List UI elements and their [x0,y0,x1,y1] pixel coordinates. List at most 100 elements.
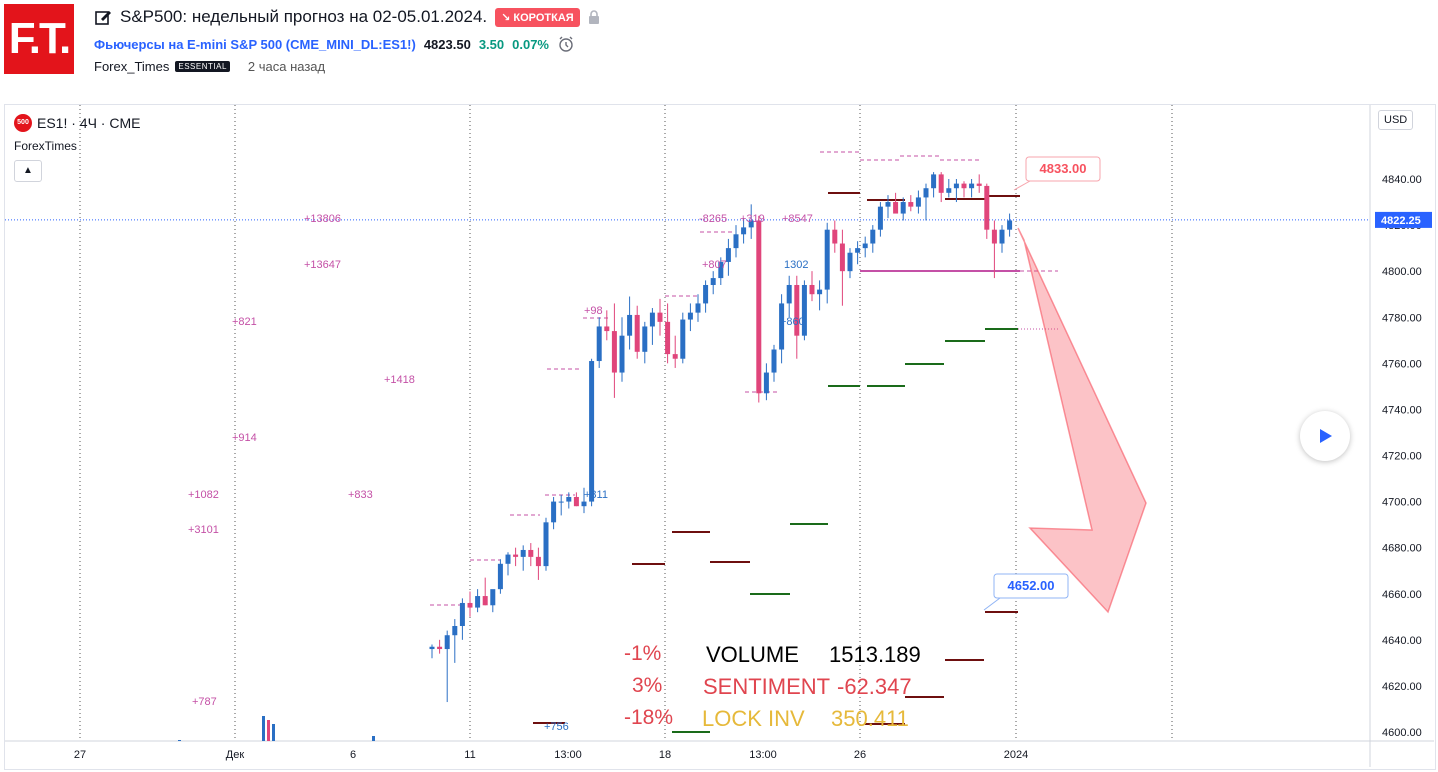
candle-up [885,202,891,207]
candle-up [725,248,731,262]
price-tick-label: 4700.00 [1382,497,1422,509]
price-tick-label: 4720.00 [1382,451,1422,463]
candle-up [931,174,937,189]
price-tick-label: 4620.00 [1382,681,1422,693]
current-price-label: 4822.25 [1381,215,1421,227]
candle-up [589,361,595,502]
candle-up [1007,220,1013,230]
candle-up [786,284,792,304]
candle-up [459,602,465,627]
author-name[interactable]: Forex_Times [94,59,170,74]
candle-up [748,220,754,228]
current-price-tag [1375,211,1432,228]
candle-up [680,319,686,359]
price-tick-label: 4640.00 [1382,635,1422,647]
candle-up [429,646,435,650]
candle-up [862,243,868,249]
candle-up [581,501,587,507]
symbol-price: 4823.50 [423,36,471,52]
play-button[interactable] [1300,411,1350,461]
candle-up [763,372,769,394]
candle-down [984,185,990,230]
candle-up [703,284,709,304]
candle-up [710,278,716,285]
callout-low-box [993,573,1069,599]
volume-label: +1418 [384,374,415,386]
candle-up [475,596,481,608]
short-arrow [1017,227,1147,614]
volume-bar [262,716,265,741]
volume-label: +13647 [304,259,341,271]
candle-up [847,252,853,272]
candle-up [649,312,655,327]
candle-down [437,646,443,650]
chart-area[interactable] [4,104,1436,770]
candle-up [490,589,496,606]
callout-low-pointer [983,597,1001,611]
volume-label: -8265 [699,213,727,225]
candle-down [573,496,579,507]
candle-up [900,202,906,214]
candle-up [596,326,602,362]
candle-up [771,349,777,373]
candle-up [923,188,929,198]
callout-high-text: 4833.00 [1040,161,1087,176]
volume-label: +787 [192,696,217,708]
candle-down [535,556,541,567]
candle-up [733,234,739,249]
candle-up [695,303,701,313]
candle-up [718,261,724,279]
alarm-clock-icon[interactable] [557,35,575,53]
play-icon [1320,429,1332,443]
volume-label: +8547 [782,213,813,225]
candle-up [642,326,648,352]
price-tick-label: 4660.00 [1382,589,1422,601]
volume-stat-label: VOLUME [706,642,799,667]
candle-down [794,284,800,336]
volume-label: +1082 [188,489,219,501]
symbol-link[interactable]: Фьючерсы на E-mini S&P 500 (CME_MINI_DL:… [94,36,416,52]
chart-symbol: ES1! · 4Ч · CME [37,115,141,131]
time-tick-label: 26 [854,749,866,761]
candle-down [611,331,617,373]
candle-up [877,206,883,230]
idea-title: S&P500: недельный прогноз на 02-05.01.20… [120,7,488,26]
indicator-name[interactable]: ForexTimes [14,139,77,153]
candle-down [604,326,610,332]
time-tick-label: Дек [226,749,245,761]
candle-down [893,202,899,214]
publish-time: 2 часа назад [247,59,326,74]
price-tick-label: 4800.00 [1382,266,1422,278]
candle-up [855,248,861,253]
candle-down [756,220,762,394]
candle-up [558,501,564,503]
chart-symbol-legend[interactable]: 500 ES1! · 4Ч · CME [14,114,140,132]
collapse-button[interactable]: ▲ [14,160,42,182]
candle-up [801,284,807,336]
symbol-change-pct: 0.07% [512,36,549,52]
candle-up [452,626,458,636]
stat-pct-3: -18% [624,706,673,729]
currency-button[interactable]: USD [1378,110,1414,130]
callout-low-text: 4652.00 [1008,578,1055,593]
forextimes-logo[interactable]: F.T. [4,4,74,74]
candle-up [870,229,876,244]
price-tick-label: 4780.00 [1382,312,1422,324]
candle-up [824,229,830,290]
candle-down [908,202,914,207]
short-badge: ↘ КОРОТКАЯ [495,7,580,27]
time-tick-label: 27 [74,749,86,761]
edit-icon [95,11,111,25]
candle-up [551,501,557,523]
sentiment-stat-value: -62.347 [837,674,912,699]
volume-label: +319 [740,213,765,225]
volume-label: +98 [584,305,603,317]
callout-high-pointer [1013,180,1031,191]
candle-up [619,335,625,373]
candle-down [482,596,488,606]
volume-label: 1302 [784,259,808,271]
candle-down [809,284,815,295]
time-tick-label: 2024 [1004,749,1028,761]
candle-down [938,174,944,193]
